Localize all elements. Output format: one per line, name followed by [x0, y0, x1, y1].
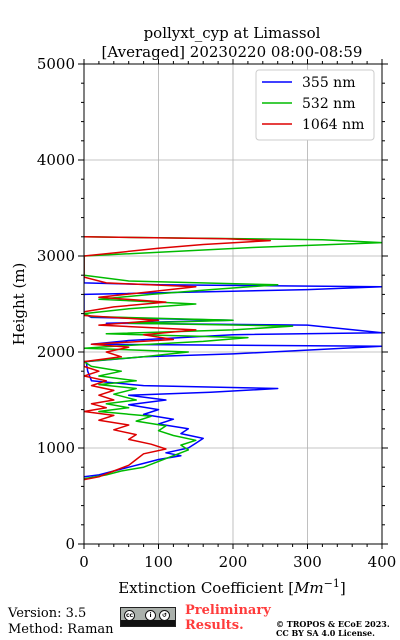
y-tick-labels: 0 1000 2000 3000 4000 5000 [37, 55, 75, 553]
legend-label: 1064 nm [302, 117, 364, 133]
preliminary-line-2: Results. [185, 618, 244, 633]
chart-title: pollyxt_cyp at Limassol [144, 24, 321, 42]
y-tick-label: 2000 [37, 343, 75, 361]
y-tick-label: 3000 [37, 247, 75, 265]
x-tick-label: 0 [79, 553, 89, 571]
x-tick-label: 400 [368, 553, 397, 571]
legend-box [255, 69, 375, 141]
y-tick-label: 5000 [37, 55, 75, 73]
x-tick-label: 100 [144, 553, 173, 571]
copyright-text: © TROPOS & ECoE 2023. [276, 619, 390, 629]
cc-by-sa-badge-icon: cc i ↺ [120, 607, 176, 627]
chart: pollyxt_cyp at Limassol [Averaged] 20230… [10, 24, 396, 597]
version-text: Version: 3.5 [8, 606, 87, 621]
license-text: CC BY SA 4.0 License. [276, 628, 375, 638]
legend-label: 532 nm [302, 96, 355, 112]
y-tick-label: 0 [65, 535, 75, 553]
y-tick-label: 1000 [37, 439, 75, 457]
license-notice: © TROPOS & ECoE 2023. CC BY SA 4.0 Licen… [276, 620, 390, 638]
x-axis-label: Extinction Coefficient [Mm−1] [118, 577, 345, 597]
preliminary-notice: Preliminary Results. [185, 603, 271, 633]
series-layer [84, 236, 382, 481]
series-line-532-nm [84, 236, 382, 480]
legend: 355 nm 532 nm 1064 nm [255, 69, 375, 141]
footer-info: Version: 3.5 Method: Raman [8, 606, 114, 638]
y-axis-label: Height (m) [10, 263, 28, 346]
x-tick-label: 300 [293, 553, 322, 571]
preliminary-line-1: Preliminary [185, 603, 271, 618]
legend-label: 355 nm [302, 75, 355, 91]
axis-ticks [78, 59, 388, 549]
x-tick-label: 200 [219, 553, 248, 571]
series-line-1064-nm [84, 236, 272, 481]
y-tick-label: 4000 [37, 151, 75, 169]
chart-subtitle: [Averaged] 20230220 08:00-08:59 [102, 43, 363, 61]
x-tick-labels: 0 100 200 300 400 [79, 553, 396, 571]
method-text: Method: Raman [8, 622, 114, 637]
